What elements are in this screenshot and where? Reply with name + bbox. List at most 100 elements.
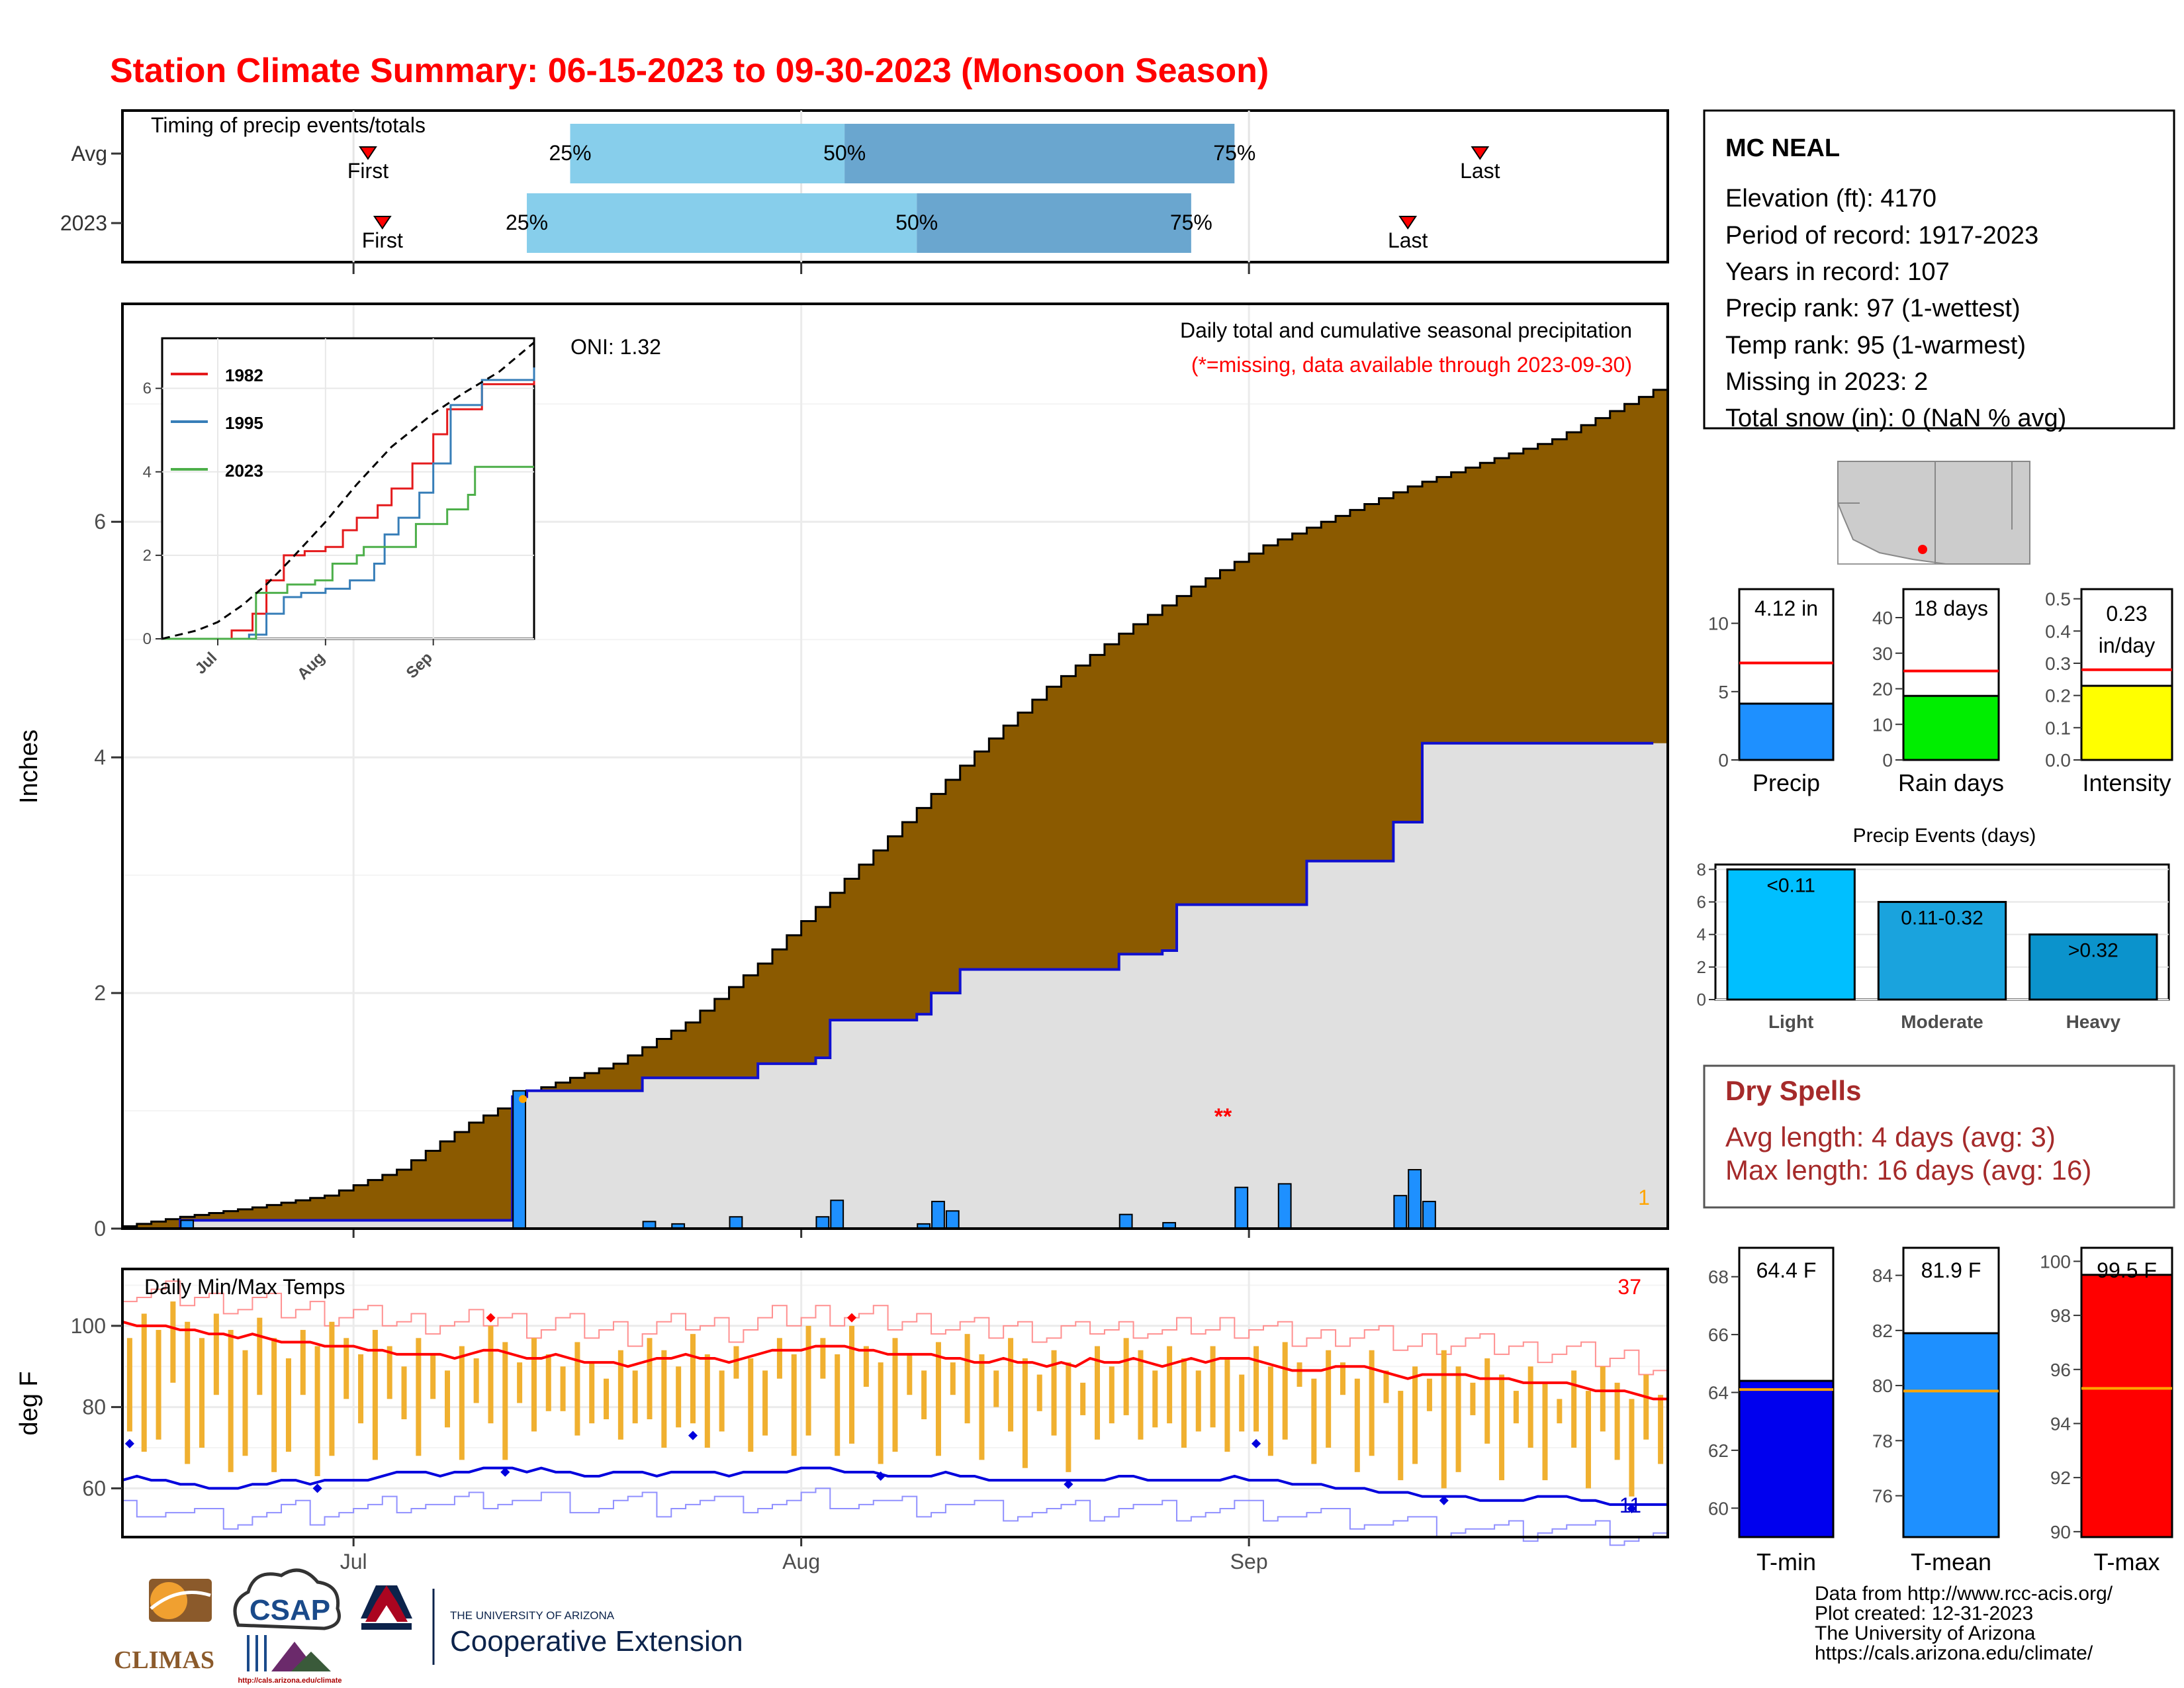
daily-temp-bar — [1426, 1378, 1432, 1411]
station-line: Missing in 2023: 2 — [1725, 368, 1928, 396]
missing-marker: ** — [1214, 1104, 1232, 1129]
daily-temp-bar — [574, 1342, 580, 1436]
daily-temp-bar — [242, 1350, 248, 1456]
temp-bar-ytick-label: 94 — [2050, 1413, 2071, 1434]
inset-average-line — [161, 342, 535, 640]
daily-precip-bar — [1234, 1186, 1249, 1230]
summary-bar-ytick-label: 0.2 — [2045, 686, 2071, 706]
precip-event-category: Light — [1768, 1011, 1813, 1032]
inset-legend-2023: 2023 — [225, 461, 263, 481]
daily-temp-bar — [170, 1301, 176, 1383]
summary-bar-ytick-label: 0.5 — [2045, 589, 2071, 610]
precip-event-category: Moderate — [1901, 1011, 1983, 1032]
daily-temp-bar — [690, 1334, 696, 1424]
daily-temp-bar — [661, 1350, 667, 1448]
ua-small-text: THE UNIVERSITY OF ARIZONA — [450, 1609, 615, 1622]
daily-temp-bar — [416, 1338, 422, 1456]
temp-bar-value: 81.9 F — [1921, 1258, 1981, 1282]
daily-temp-bar — [1167, 1346, 1173, 1424]
temp-bar-label: T-min — [1756, 1548, 1816, 1575]
precip-event-bar — [1877, 901, 2007, 1001]
daily-temp-bar — [1311, 1378, 1317, 1464]
temp-bar-ytick-label: 68 — [1708, 1267, 1729, 1288]
station-info-box: MC NEAL Elevation (ft): 4170 Period of r… — [1703, 109, 2175, 432]
daily-temp-bar — [329, 1321, 335, 1456]
summary-bar-label: Precip — [1752, 769, 1820, 796]
station-line: Total snow (in): 0 (NaN % avg) — [1725, 404, 2066, 432]
daily-temp-bar — [1297, 1362, 1302, 1387]
precip-ylabel: Inches — [15, 729, 43, 804]
summary-bar-ytick-label: 0.0 — [2045, 750, 2071, 771]
daily-temp-bar — [1527, 1366, 1533, 1448]
precip-marker — [519, 1095, 527, 1103]
daily-temp-bar — [1224, 1358, 1230, 1452]
precip-ytick-label: 4 — [94, 745, 106, 769]
daily-temp-bar — [1441, 1350, 1447, 1489]
observed-cumulative-line — [122, 741, 1654, 1230]
csap-logo: CSAP http://cals.arizona.edu/climate — [233, 1568, 342, 1685]
daily-temp-bar — [213, 1313, 219, 1395]
oni-label: ONI: 1.32 — [570, 335, 661, 359]
first-event-label: First — [362, 228, 403, 252]
dry-spells-box: Dry Spells Avg length: 4 days (avg: 3) M… — [1703, 1064, 2175, 1209]
daily-temp-bar — [878, 1362, 884, 1464]
precip-event-bar-label: 0.11-0.32 — [1901, 908, 1983, 929]
daily-temp-bar — [676, 1366, 682, 1428]
daily-temp-bar — [1195, 1370, 1201, 1432]
quartile-bar-lower — [570, 124, 845, 183]
temp-bar-value: 64.4 F — [1756, 1258, 1817, 1282]
daily-temp-bar — [835, 1354, 841, 1456]
daily-temp-bar — [1542, 1382, 1548, 1481]
csap-logo-url: http://cals.arizona.edu/climate — [238, 1677, 341, 1685]
daily-temp-bar — [719, 1370, 725, 1432]
inset-series-line — [162, 465, 534, 640]
precip-panel: 0 2 4 6 Inches ONI: 1.32 Daily total and cu… — [15, 262, 1669, 1241]
summary-bar-value: 0.23 — [2106, 602, 2147, 626]
daily-temp-bar — [935, 1342, 941, 1456]
daily-temp-bar — [632, 1370, 638, 1424]
inset-legend-1995: 1995 — [225, 413, 263, 433]
temp-panel-title: Daily Min/Max Temps — [144, 1275, 345, 1299]
precip-event-category: Heavy — [2066, 1011, 2121, 1032]
daily-temp-bar — [1095, 1346, 1101, 1440]
daily-temp-bar — [950, 1362, 956, 1395]
temp-ylabel: deg F — [15, 1371, 43, 1435]
dry-spells-max: Max length: 16 days (avg: 16) — [1725, 1154, 2091, 1186]
temp-xtick-label: Sep — [1230, 1550, 1268, 1573]
summary-bar-ytick-label: 40 — [1872, 608, 1893, 628]
summary-bar-value: 18 days — [1914, 596, 1988, 620]
daily-precip-bar — [815, 1216, 830, 1230]
last-event-label: Last — [1460, 159, 1500, 183]
station-line: Years in record: 107 — [1725, 258, 1950, 286]
daily-temp-bar — [185, 1321, 191, 1464]
precip-event-bar — [2028, 933, 2158, 1001]
last-event-marker — [1398, 216, 1418, 230]
temp-bar-ytick-label: 90 — [2050, 1522, 2071, 1542]
quartile-label-50: 50% — [895, 211, 938, 234]
daily-temp-bar — [141, 1313, 147, 1452]
inset-ytick-label: 0 — [143, 630, 152, 648]
daily-temp-bar — [762, 1370, 768, 1436]
events-ytick-label: 2 — [1697, 957, 1706, 977]
daily-temp-bar — [704, 1354, 710, 1448]
precip-ytick-label: 6 — [94, 510, 106, 534]
temp-max-count: 37 — [1617, 1275, 1641, 1299]
daily-temp-bar — [545, 1354, 551, 1411]
daily-temp-bar — [1326, 1350, 1332, 1448]
ua-logo: THE UNIVERSITY OF ARIZONA Cooperative Ex… — [361, 1585, 743, 1665]
dry-spells-title: Dry Spells — [1725, 1075, 1861, 1106]
quartile-label-50: 50% — [823, 141, 866, 165]
temp-min-count: 11 — [1619, 1493, 1641, 1517]
inset-ytick-label: 6 — [143, 380, 152, 398]
station-line: Elevation (ft): 4170 — [1725, 185, 1936, 212]
record-high-marker — [846, 1313, 857, 1323]
daily-temp-bar — [228, 1330, 234, 1472]
daily-temp-bar — [372, 1330, 378, 1460]
daily-temp-bar — [401, 1366, 407, 1420]
daily-temp-bar — [921, 1370, 927, 1420]
summary-bar-ytick-label: 10 — [1708, 614, 1729, 634]
summary-bar-ytick-label: 5 — [1718, 682, 1729, 702]
daily-precip-bar — [729, 1216, 743, 1230]
daily-temp-bar — [1239, 1374, 1245, 1432]
summary-bar-ytick-label: 30 — [1872, 643, 1893, 664]
